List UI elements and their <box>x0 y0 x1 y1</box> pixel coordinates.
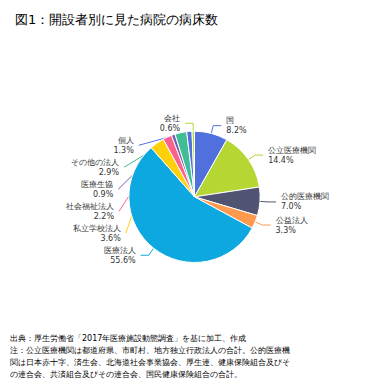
svg-text:会社: 会社 <box>164 114 180 123</box>
svg-text:出典：厚生労働省「2017年医療施設動態調査」を基に加工、作: 出典：厚生労働省「2017年医療施設動態調査」を基に加工、作成 <box>10 334 246 343</box>
svg-text:関は日本赤十字、済生会、北海道社会事業協会、厚生連、健康保険: 関は日本赤十字、済生会、北海道社会事業協会、厚生連、健康保険組合及びそ <box>10 358 290 367</box>
svg-text:公益法人: 公益法人 <box>276 216 308 225</box>
svg-text:公立医療機関: 公立医療機関 <box>268 146 316 155</box>
svg-text:7.0%: 7.0% <box>281 202 302 211</box>
svg-text:3.6%: 3.6% <box>100 234 121 243</box>
svg-text:2.2%: 2.2% <box>94 212 115 221</box>
svg-text:0.6%: 0.6% <box>160 124 181 133</box>
svg-text:注：公立医療機関は都道府県、市町村、地方独立行政法人の合計。: 注：公立医療機関は都道府県、市町村、地方独立行政法人の合計。公的医療機 <box>10 346 290 355</box>
svg-text:私立学校法人: 私立学校法人 <box>73 224 121 233</box>
svg-text:その他の法人: その他の法人 <box>71 158 119 167</box>
svg-text:1.3%: 1.3% <box>113 146 134 155</box>
svg-text:14.4%: 14.4% <box>268 156 294 165</box>
svg-text:の連合会、共済組合及びその連合会、国民健康保険組合の合計。: の連合会、共済組合及びその連合会、国民健康保険組合の合計。 <box>10 370 242 379</box>
svg-text:3.3%: 3.3% <box>276 226 297 235</box>
svg-text:個人: 個人 <box>118 136 134 145</box>
svg-text:公的医療機関: 公的医療機関 <box>281 192 329 201</box>
svg-text:0.9%: 0.9% <box>93 190 114 199</box>
svg-text:55.6%: 55.6% <box>110 256 136 265</box>
svg-text:医療生協: 医療生協 <box>81 180 113 189</box>
svg-text:医療法人: 医療法人 <box>104 246 136 255</box>
svg-text:社会福祉法人: 社会福祉法人 <box>66 202 114 211</box>
svg-text:2.9%: 2.9% <box>99 168 120 177</box>
svg-text:図1：開設者別に見た病院の病床数: 図1：開設者別に見た病院の病床数 <box>15 12 218 27</box>
svg-text:8.2%: 8.2% <box>226 126 247 135</box>
svg-text:国: 国 <box>226 116 234 125</box>
